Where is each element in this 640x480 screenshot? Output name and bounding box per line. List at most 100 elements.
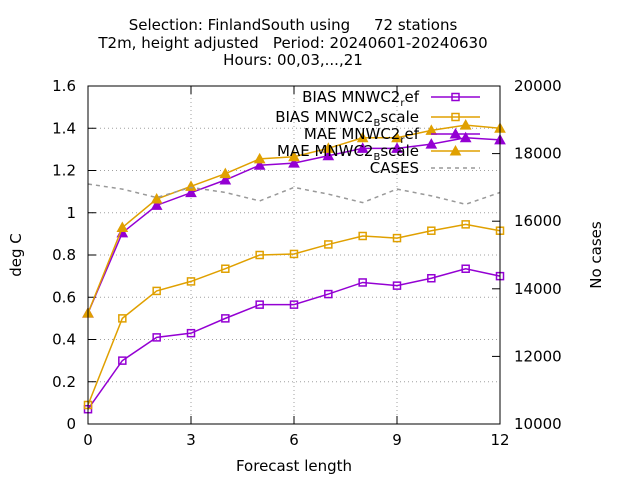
data-point bbox=[356, 142, 369, 153]
data-point bbox=[392, 233, 402, 243]
data-point bbox=[221, 314, 230, 323]
legend-subscript: r bbox=[400, 98, 405, 109]
data-point bbox=[118, 314, 127, 323]
y-tick-label: 0.6 bbox=[52, 288, 76, 306]
y-axis-label: deg C bbox=[7, 233, 25, 277]
data-point bbox=[150, 199, 163, 210]
data-point bbox=[391, 131, 403, 143]
legend-marker bbox=[451, 112, 460, 122]
data-point bbox=[253, 152, 266, 164]
grid bbox=[88, 86, 500, 424]
legend-entry: MAE MNWC2Bscale bbox=[277, 142, 480, 163]
data-point bbox=[219, 167, 232, 179]
legend-tail: scale bbox=[380, 142, 419, 160]
data-point bbox=[186, 328, 196, 338]
data-point bbox=[255, 250, 264, 260]
data-point bbox=[322, 142, 335, 153]
data-point bbox=[358, 231, 367, 241]
legend-entry: BIAS MNWC2ref bbox=[302, 88, 480, 109]
data-point bbox=[324, 289, 333, 299]
data-point bbox=[150, 192, 163, 204]
legend-label: MAE MNWC2ref bbox=[304, 125, 420, 146]
legend-label: MAE MNWC2Bscale bbox=[277, 142, 419, 163]
data-point bbox=[185, 186, 197, 198]
title-line-3: Hours: 00,03,...,21 bbox=[223, 51, 363, 69]
y-tick-label: 0 bbox=[66, 415, 76, 433]
legend-label: BIAS MNWC2Bscale bbox=[275, 108, 419, 129]
legend-subscript: B bbox=[373, 118, 380, 129]
axis-ticks: 0 0.2 0.4 0.6 0.8 1 1.2 1.4 1.6 0 3 6 9 12 10000 12000 1… bbox=[52, 77, 562, 449]
data-point bbox=[289, 249, 299, 259]
y2-tick-label: 12000 bbox=[514, 347, 562, 365]
x-axis-label: Forecast length bbox=[236, 457, 352, 475]
series-line bbox=[87, 183, 501, 206]
title-line-2: T2m, height adjusted Period: 20240601-20… bbox=[97, 34, 487, 52]
data-point bbox=[152, 333, 161, 342]
plot-frame bbox=[87, 85, 501, 425]
x-tick-label: 0 bbox=[83, 431, 93, 449]
data-point bbox=[324, 240, 333, 249]
series-1 bbox=[83, 220, 505, 410]
data-point bbox=[289, 300, 299, 309]
y-tick-label: 1.2 bbox=[52, 162, 76, 180]
legend-subscript: B bbox=[373, 152, 380, 163]
data-point bbox=[461, 264, 470, 273]
data-point bbox=[427, 273, 436, 283]
legend-marker bbox=[449, 144, 462, 156]
y2-tick-label: 18000 bbox=[514, 145, 562, 163]
y2-axis-label: No cases bbox=[587, 221, 605, 289]
data-point bbox=[152, 286, 161, 296]
legend-marker bbox=[451, 92, 460, 102]
legend-tail: ef bbox=[404, 88, 419, 106]
x-tick-label: 12 bbox=[490, 431, 509, 449]
legend-label: BIAS MNWC2ref bbox=[302, 88, 420, 109]
x-tick-label: 3 bbox=[186, 431, 196, 449]
y2-tick-label: 14000 bbox=[514, 280, 562, 298]
data-point bbox=[392, 281, 402, 290]
data-point bbox=[391, 142, 403, 153]
legend-entry: CASES bbox=[370, 159, 480, 177]
y2-tick-label: 16000 bbox=[514, 212, 562, 230]
data-point bbox=[118, 356, 127, 365]
y-tick-label: 0.4 bbox=[52, 331, 76, 349]
y-tick-label: 0.2 bbox=[52, 373, 76, 391]
data-point bbox=[288, 157, 300, 168]
data-point bbox=[459, 119, 472, 130]
data-point bbox=[427, 226, 436, 235]
y2-tick-label: 20000 bbox=[514, 77, 562, 95]
data-point bbox=[186, 277, 196, 286]
y-tick-label: 1.6 bbox=[52, 77, 76, 95]
legend-marker bbox=[449, 127, 462, 139]
legend-subscript: r bbox=[400, 135, 405, 146]
data-point bbox=[461, 220, 470, 229]
y-tick-label: 1.4 bbox=[52, 119, 76, 137]
data-point bbox=[221, 264, 230, 273]
series-4 bbox=[87, 183, 501, 206]
data-point bbox=[255, 300, 264, 309]
data-point bbox=[358, 278, 367, 287]
legend-tail: scale bbox=[380, 108, 419, 126]
data-point bbox=[116, 221, 129, 233]
y-tick-label: 1 bbox=[66, 204, 76, 222]
data-point bbox=[356, 131, 369, 143]
data-point bbox=[459, 131, 472, 143]
data-point bbox=[219, 173, 232, 185]
x-tick-label: 6 bbox=[289, 431, 299, 449]
y-tick-label: 0.8 bbox=[52, 246, 76, 264]
series-line bbox=[87, 267, 501, 410]
data-point bbox=[253, 159, 266, 170]
y2-tick-label: 10000 bbox=[514, 415, 562, 433]
legend-label: CASES bbox=[370, 159, 419, 177]
legend-tail: ef bbox=[404, 125, 419, 143]
data-point bbox=[322, 149, 335, 161]
legend-entry: BIAS MNWC2Bscale bbox=[275, 108, 480, 129]
data-point bbox=[288, 150, 300, 162]
legend-entry: MAE MNWC2ref bbox=[304, 125, 480, 146]
title-line-1: Selection: FinlandSouth using 72 station… bbox=[129, 16, 458, 34]
data-point bbox=[425, 138, 438, 149]
data-point bbox=[185, 180, 197, 191]
chart-title: Selection: FinlandSouth using 72 station… bbox=[97, 16, 487, 69]
x-tick-label: 9 bbox=[392, 431, 402, 449]
